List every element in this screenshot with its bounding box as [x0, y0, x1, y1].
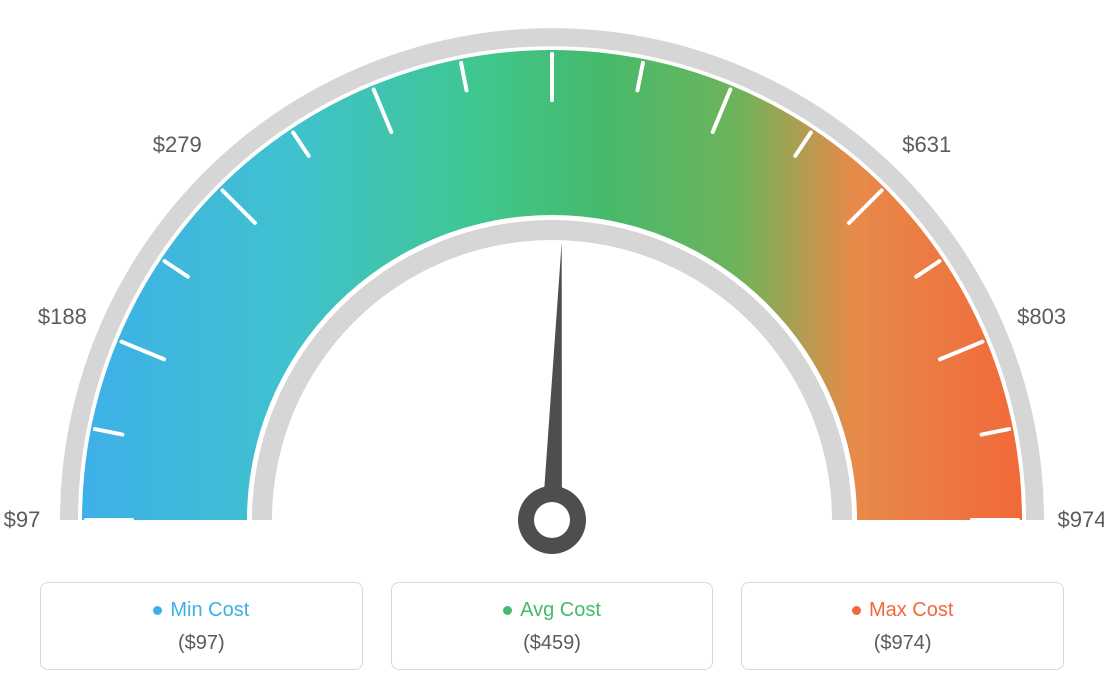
gauge-scale-label: $974 — [1058, 507, 1104, 533]
legend-title-avg: Avg Cost — [503, 599, 601, 622]
legend-value-max: ($974) — [752, 632, 1053, 655]
gauge-scale-label: $459 — [528, 0, 577, 3]
legend-row: Min Cost ($97) Avg Cost ($459) Max Cost … — [0, 582, 1104, 670]
legend-card-avg: Avg Cost ($459) — [391, 582, 714, 670]
legend-card-max: Max Cost ($974) — [741, 582, 1064, 670]
legend-label-avg: Avg Cost — [520, 599, 601, 622]
gauge-scale-label: $97 — [4, 507, 41, 533]
legend-dot-avg — [503, 606, 512, 615]
legend-title-min: Min Cost — [153, 599, 249, 622]
legend-dot-min — [153, 606, 162, 615]
gauge-scale-label: $188 — [38, 304, 87, 330]
legend-value-avg: ($459) — [402, 632, 703, 655]
legend-value-min: ($97) — [51, 632, 352, 655]
legend-label-max: Max Cost — [869, 599, 953, 622]
gauge-chart: $97 $188 $279 $459 $631 $803 $974 — [0, 0, 1104, 560]
gauge-scale-label: $631 — [902, 132, 951, 158]
legend-card-min: Min Cost ($97) — [40, 582, 363, 670]
gauge-svg — [0, 0, 1104, 560]
gauge-scale-label: $279 — [153, 132, 202, 158]
legend-dot-max — [852, 606, 861, 615]
legend-title-max: Max Cost — [852, 599, 953, 622]
legend-label-min: Min Cost — [170, 599, 249, 622]
gauge-scale-label: $803 — [1017, 304, 1066, 330]
